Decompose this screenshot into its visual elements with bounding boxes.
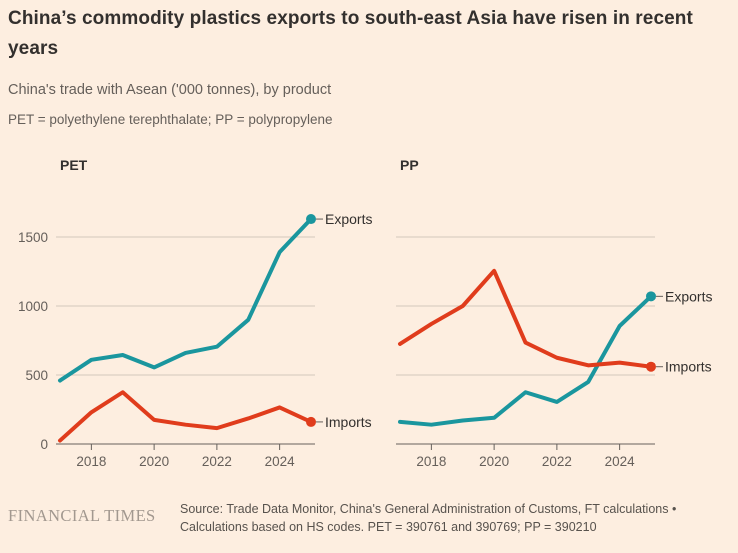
x-tick-label: 2018 (76, 454, 106, 469)
panel-title: PP (400, 157, 419, 173)
exports-series-label: Exports (325, 211, 372, 227)
pet-chart: PET 0 500 1000 1500 2018 2020 2022 2024 Exports Im… (18, 157, 373, 469)
panel-title: PET (60, 157, 88, 173)
source-line-2: Calculations based on HS codes. PET = 39… (180, 520, 597, 534)
x-tick-label: 2020 (479, 454, 509, 469)
source-text: Source: Trade Data Monitor, China's Gene… (180, 500, 738, 536)
y-tick-label: 1000 (18, 299, 48, 314)
x-tick-label: 2024 (265, 454, 296, 469)
imports-series-label: Imports (665, 359, 712, 375)
y-tick-label: 0 (40, 437, 48, 452)
x-tick-label: 2018 (416, 454, 446, 469)
page-title: China’s commodity plastics exports to so… (8, 8, 693, 59)
exports-line (398, 294, 653, 427)
exports-line (58, 217, 313, 383)
x-tick-label: 2022 (542, 454, 572, 469)
exports-series-label: Exports (665, 288, 712, 304)
exports-end-dot (306, 214, 316, 225)
pp-chart: PP 2018 2020 2022 2024 Exports Imports (396, 157, 712, 469)
x-tick-label: 2020 (139, 454, 169, 469)
x-tick-label: 2024 (605, 454, 636, 469)
x-tick-label: 2022 (202, 454, 232, 469)
imports-end-dot (306, 416, 316, 427)
chart-subtitle: China's trade with Asean ('000 tonnes), … (8, 82, 332, 98)
exports-end-dot (646, 291, 656, 302)
imports-line (58, 390, 313, 443)
chart-note: PET = polyethylene terephthalate; PP = p… (8, 112, 333, 127)
imports-line (398, 268, 653, 369)
ft-logo: FINANCIAL TIMES (8, 506, 156, 525)
y-tick-label: 500 (25, 368, 48, 383)
imports-series-label: Imports (325, 414, 372, 430)
imports-end-dot (646, 361, 656, 372)
source-line-1: Source: Trade Data Monitor, China's Gene… (180, 502, 677, 516)
y-tick-label: 1500 (18, 230, 48, 245)
